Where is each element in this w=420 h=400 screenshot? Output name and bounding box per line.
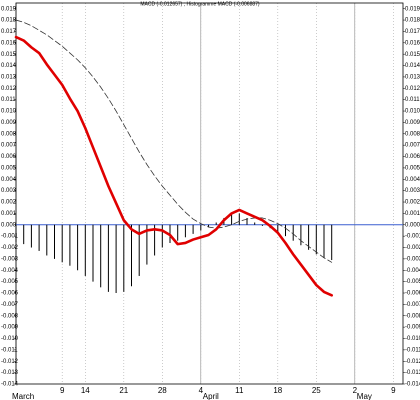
y-tick-label: 0.017 [405, 29, 420, 35]
y-tick-label: 0.013 [1, 75, 17, 81]
y-tick-label: 0.016 [405, 40, 420, 46]
y-tick-label: 0.019 [405, 6, 420, 12]
y-tick-label: -0.001 [405, 234, 420, 240]
y-tick-label: 0.003 [405, 188, 420, 194]
y-tick-label: 0.008 [1, 131, 17, 137]
y-tick-label: -0.001 [1, 234, 19, 240]
y-tick-label: -0.014 [1, 382, 19, 388]
y-tick-label: 0.009 [405, 120, 420, 126]
y-tick-label: 0.004 [405, 177, 420, 183]
y-tick-label: -0.006 [405, 291, 420, 297]
month-label: March [12, 392, 34, 400]
y-tick-label: 0.012 [1, 86, 17, 92]
y-tick-label: 0.006 [405, 154, 420, 160]
y-tick-label: 0.012 [405, 86, 420, 92]
y-tick-label: 0.010 [405, 109, 420, 115]
y-tick-label: -0.003 [405, 256, 420, 262]
y-tick-label: 0.003 [1, 188, 17, 194]
y-tick-label: -0.013 [405, 370, 420, 376]
y-tick-label: 0.006 [1, 154, 17, 160]
y-tick-label: -0.014 [405, 382, 420, 388]
x-tick-label: 11 [235, 386, 244, 395]
y-tick-label: -0.012 [1, 359, 19, 365]
y-tick-label: 0.016 [1, 40, 17, 46]
y-tick-label: 0.000 [1, 222, 17, 228]
y-tick-label: 0.015 [1, 52, 17, 58]
y-tick-label: -0.004 [405, 268, 420, 274]
y-tick-label: -0.008 [1, 313, 19, 319]
x-tick-label: 2 [353, 386, 358, 395]
month-label: May [357, 392, 372, 400]
y-tick-label: 0.019 [1, 6, 17, 12]
y-tick-label: -0.003 [1, 256, 19, 262]
x-tick-label: 9 [391, 386, 396, 395]
y-tick-label: 0.002 [1, 200, 17, 206]
x-tick-label: 28 [158, 386, 167, 395]
y-tick-label: 0.004 [1, 177, 17, 183]
y-tick-label: 0.018 [1, 18, 17, 24]
x-tick-label: 25 [312, 386, 321, 395]
y-tick-label: -0.011 [1, 347, 18, 353]
y-tick-label: 0.014 [405, 63, 420, 69]
y-tick-label: 0.017 [1, 29, 17, 35]
x-tick-label: 14 [81, 386, 90, 395]
x-tick-label: 21 [119, 386, 128, 395]
y-tick-label: 0.011 [405, 97, 420, 103]
y-tick-label: 0.007 [1, 143, 17, 149]
chart-title: MACD (-0.012657) ; Histogramme MACD (-0.… [140, 1, 260, 7]
y-tick-label: -0.002 [1, 245, 19, 251]
y-tick-label: 0.008 [405, 131, 420, 137]
y-tick-label: -0.010 [405, 336, 420, 342]
macd-line [14, 35, 333, 297]
y-tick-label: 0.011 [1, 97, 16, 103]
y-tick-label: -0.004 [1, 268, 19, 274]
x-tick-label: 9 [60, 386, 65, 395]
y-tick-label: 0.013 [405, 75, 420, 81]
y-tick-label: -0.005 [1, 279, 19, 285]
signal-line [15, 19, 333, 263]
y-tick-label: 0.001 [1, 211, 17, 217]
y-tick-label: 0.005 [405, 165, 420, 171]
y-tick-label: -0.013 [1, 370, 19, 376]
y-tick-label: 0.001 [405, 211, 420, 217]
y-tick-label: -0.007 [405, 302, 420, 308]
plot-frame [15, 2, 404, 385]
month-label: April [203, 392, 219, 400]
x-tick-label: 4 [199, 386, 204, 395]
y-tick-label: 0.015 [405, 52, 420, 58]
y-tick-label: 0.007 [405, 143, 420, 149]
y-tick-label: -0.012 [405, 359, 420, 365]
y-tick-label: -0.009 [405, 325, 420, 331]
y-tick-label: -0.002 [405, 245, 420, 251]
y-tick-label: 0.014 [1, 63, 17, 69]
y-tick-label: 0.010 [1, 109, 17, 115]
y-tick-label: -0.010 [1, 336, 19, 342]
y-tick-label: 0.000 [405, 222, 420, 228]
y-tick-label: 0.018 [405, 18, 420, 24]
y-tick-label: -0.005 [405, 279, 420, 285]
y-tick-label: 0.005 [1, 165, 17, 171]
y-tick-label: -0.008 [405, 313, 420, 319]
y-tick-label: 0.009 [1, 120, 17, 126]
x-tick-label: 18 [273, 386, 282, 395]
y-tick-label: -0.007 [1, 302, 19, 308]
y-tick-label: -0.009 [1, 325, 19, 331]
y-tick-label: 0.002 [405, 200, 420, 206]
y-tick-label: -0.011 [405, 347, 420, 353]
y-tick-label: -0.006 [1, 291, 19, 297]
